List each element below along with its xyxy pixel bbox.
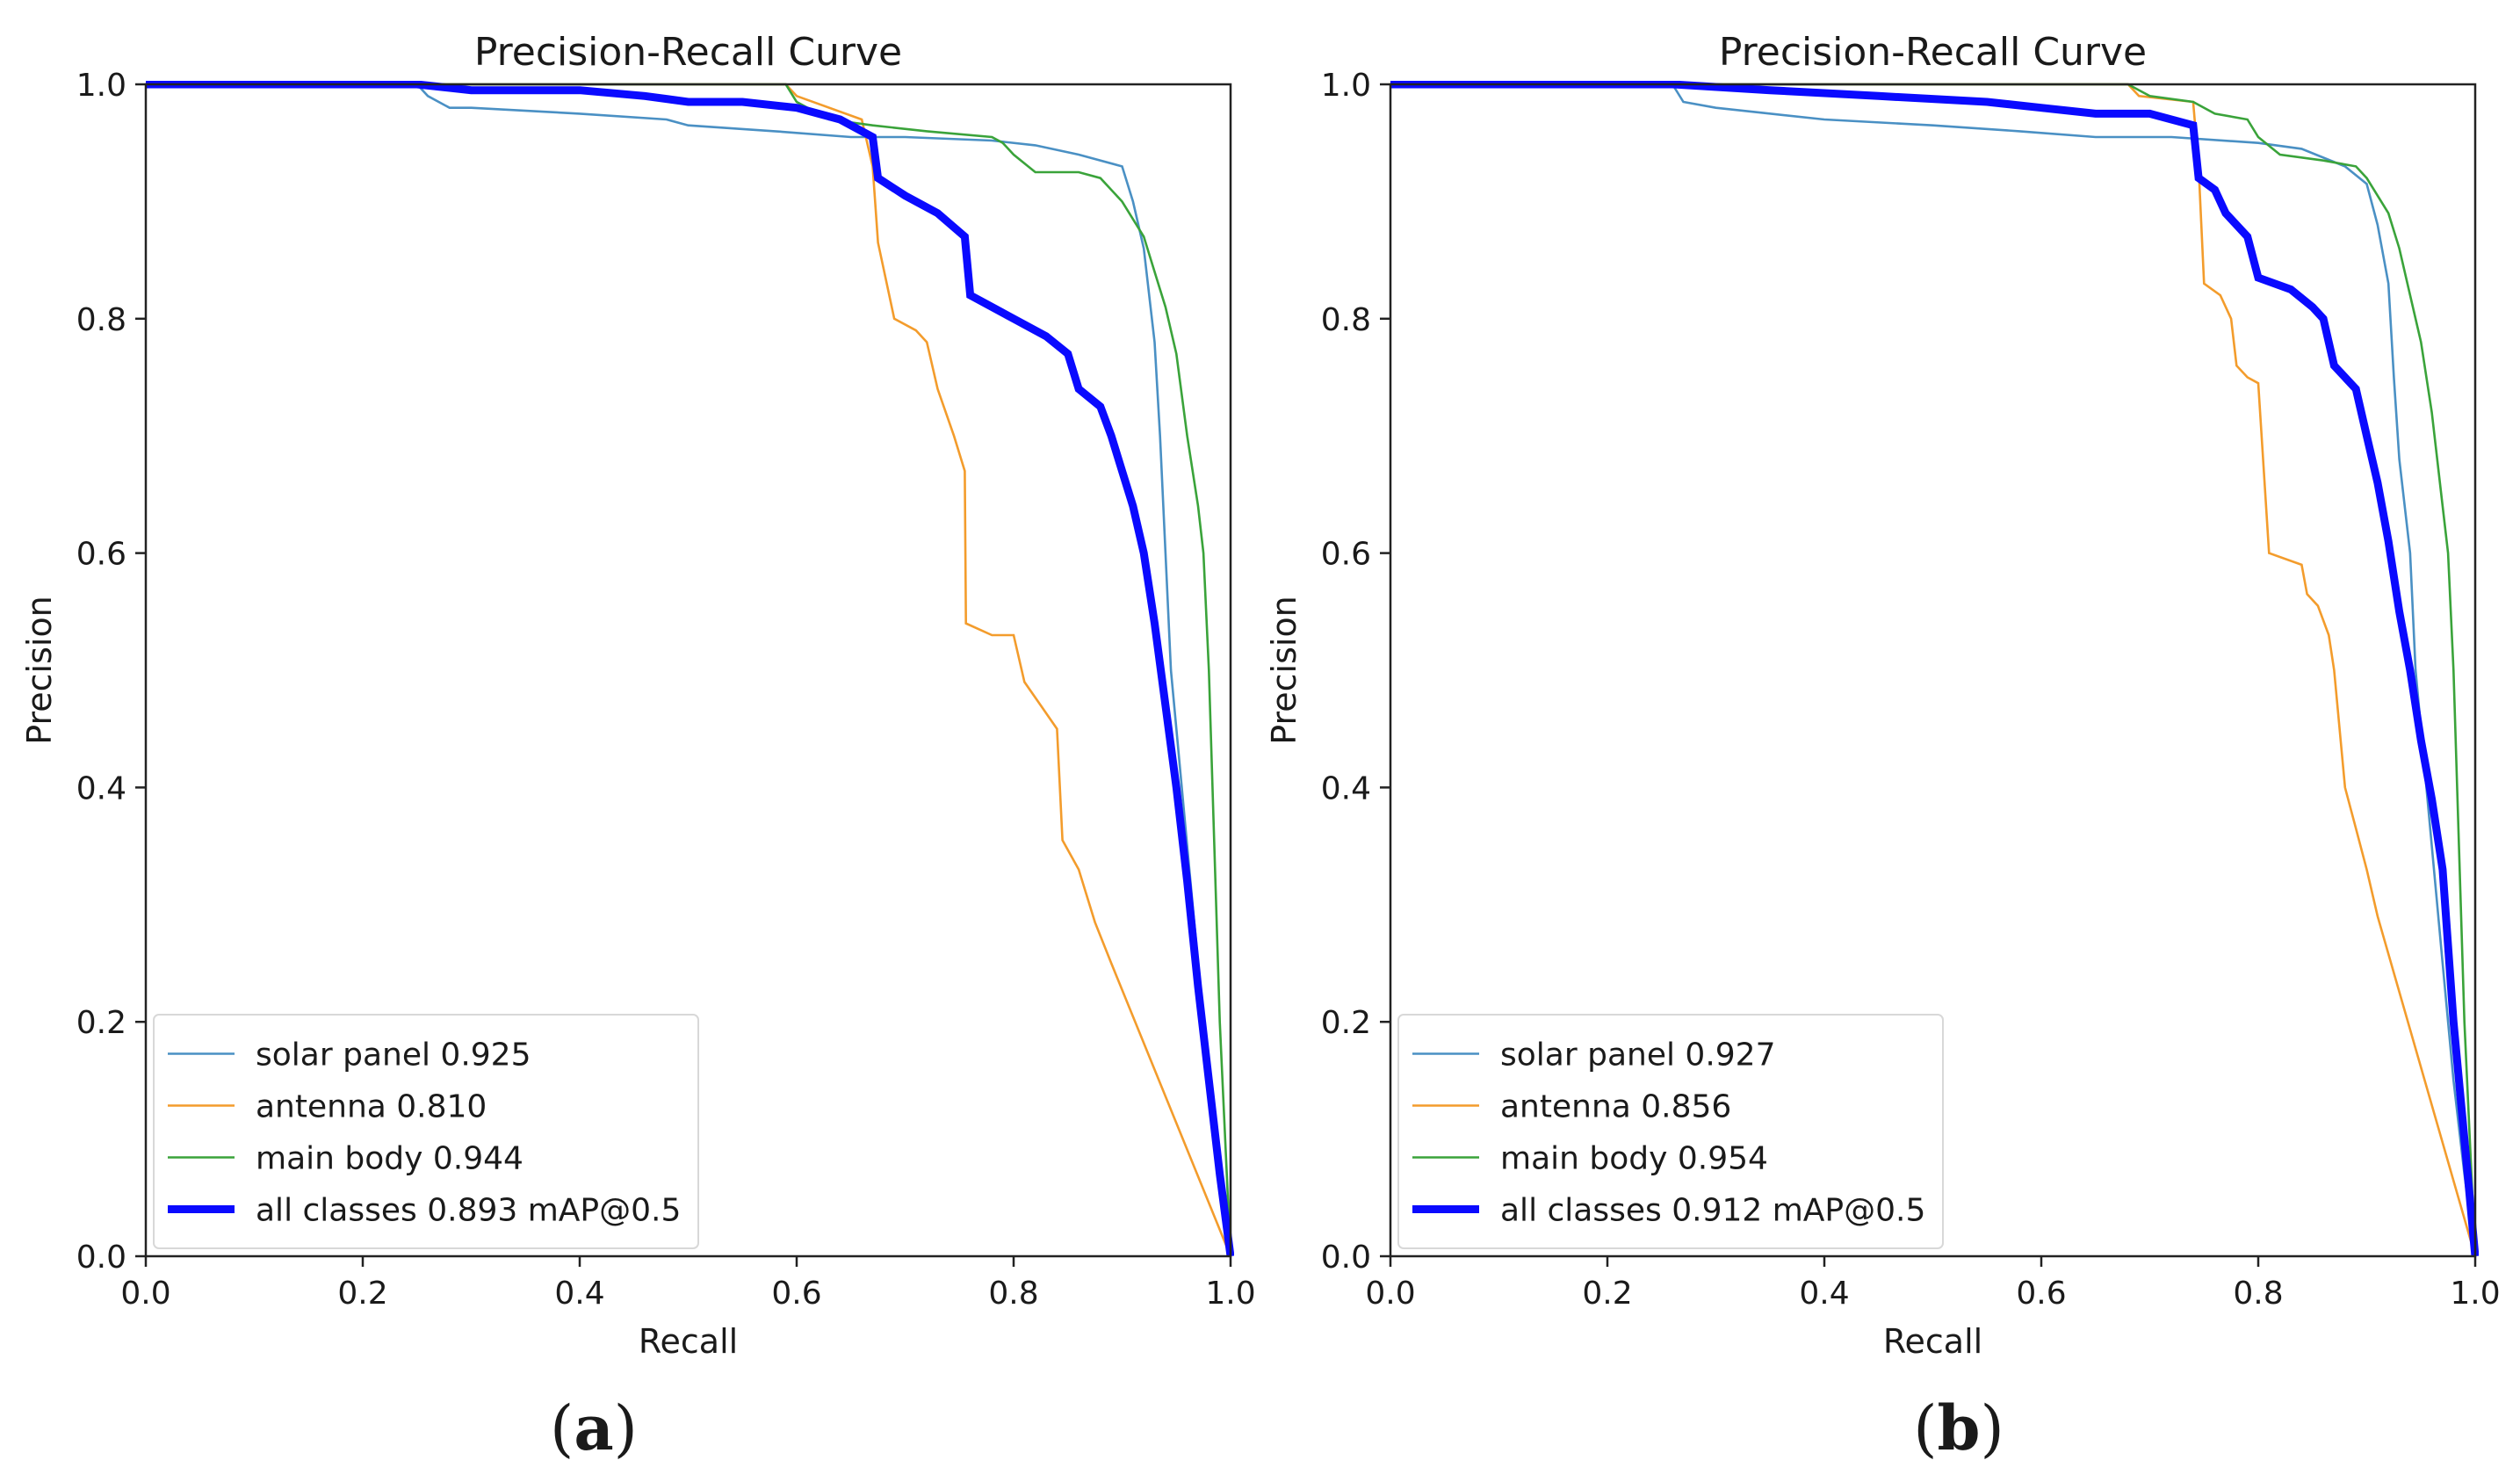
series-lines: [1390, 81, 2479, 1257]
x-tick-label: 0.0: [120, 1276, 170, 1312]
x-tick-label: 0.2: [1582, 1276, 1632, 1312]
series-line-3: [146, 81, 1234, 1257]
legend-entry-3: all classes 0.893 mAP@0.5: [256, 1193, 681, 1229]
y-tick-label: 1.0: [1321, 68, 1371, 104]
legend-entry-1: antenna 0.810: [256, 1089, 487, 1125]
x-tick-label: 0.0: [1365, 1276, 1415, 1312]
y-tick-label: 0.0: [76, 1240, 126, 1276]
y-tick-label: 0.8: [76, 302, 126, 338]
y-tick-label: 0.4: [76, 770, 126, 806]
x-tick-label: 0.8: [988, 1276, 1038, 1312]
legend-box: [153, 1014, 699, 1249]
y-tick-label: 1.0: [76, 68, 126, 104]
y-axis-label: Precision: [20, 596, 59, 745]
chart-title: Precision-Recall Curve: [474, 30, 902, 75]
legend: solar panel 0.927 antenna 0.856 main body …: [1397, 1014, 1944, 1249]
y-tick-label: 0.2: [76, 1005, 126, 1041]
legend: solar panel 0.925 antenna 0.810 main body …: [153, 1014, 699, 1249]
x-tick-label: 0.6: [2016, 1276, 2066, 1312]
plot-frame: [1389, 83, 2477, 1258]
y-tick-label: 0.6: [1321, 537, 1371, 573]
series-line-0: [1390, 83, 2477, 1257]
legend-box: [1397, 1014, 1944, 1249]
series-line-3: [1390, 81, 2479, 1257]
chart-panel-b: Precision-Recall Curve 0.0 0.2 0.4 0.6 0.8 1.0…: [1265, 30, 2501, 1464]
legend-entry-2: main body 0.944: [256, 1141, 523, 1177]
legend-entry-0: solar panel 0.927: [1500, 1037, 1775, 1074]
series-lines: [146, 81, 1234, 1257]
y-tick-label: 0.6: [76, 537, 126, 573]
x-tick-label: 1.0: [1205, 1276, 1255, 1312]
legend-entry-1: antenna 0.856: [1500, 1089, 1731, 1125]
panel-label: (a): [550, 1392, 638, 1464]
chart-panel-a: Precision-Recall Curve 0.0 0.2 0.4 0.6 0.8 1.0…: [20, 30, 1256, 1464]
series-line-2: [146, 83, 1232, 1257]
x-axis-label: Recall: [639, 1322, 738, 1361]
legend-entry-3: all classes 0.912 mAP@0.5: [1500, 1193, 1925, 1229]
legend-entry-0: solar panel 0.925: [256, 1037, 531, 1074]
x-tick-label: 0.6: [771, 1276, 821, 1312]
x-tick-label: 0.2: [337, 1276, 387, 1312]
x-tick-label: 0.4: [1799, 1276, 1849, 1312]
series-line-0: [146, 83, 1232, 1257]
x-axis-label: Recall: [1883, 1322, 1982, 1361]
plot-frame: [144, 83, 1232, 1258]
legend-entry-2: main body 0.954: [1500, 1141, 1768, 1177]
y-tick-label: 0.4: [1321, 770, 1371, 806]
x-tick-label: 0.8: [2233, 1276, 2283, 1312]
series-line-1: [146, 83, 1232, 1257]
series-line-2: [1390, 83, 2477, 1257]
x-tick-label: 1.0: [2450, 1276, 2500, 1312]
x-tick-label: 0.4: [554, 1276, 604, 1312]
panel-label: (b): [1913, 1392, 2004, 1464]
y-tick-label: 0.2: [1321, 1005, 1371, 1041]
y-axis-label: Precision: [1265, 596, 1303, 745]
chart-title: Precision-Recall Curve: [1719, 30, 2147, 75]
y-tick-label: 0.8: [1321, 302, 1371, 338]
y-tick-label: 0.0: [1321, 1240, 1371, 1276]
